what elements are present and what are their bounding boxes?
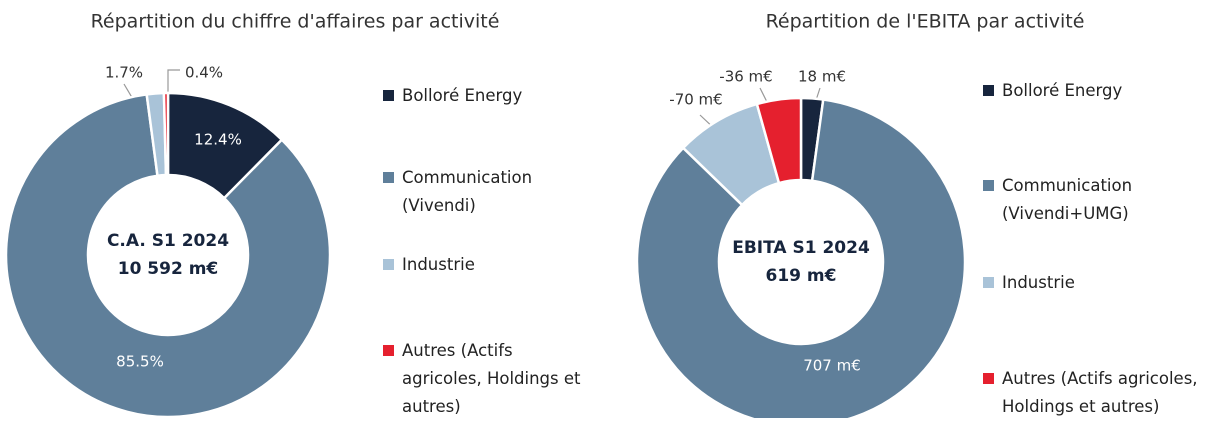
legend-item: Industrie [383,251,583,279]
center-label: 619 m€ [766,266,837,286]
center-label: 10 592 m€ [118,259,219,279]
donut-slice [4,93,332,418]
data-label: 707 m€ [803,357,861,375]
legend-swatch [383,259,394,270]
legend-item: Bolloré Energy [383,82,583,110]
data-label: -36 m€ [719,68,772,86]
center-label: EBITA S1 2024 [732,238,870,258]
legend-swatch [983,277,994,288]
legend-label: Communication (Vivendi+UMG) [1002,176,1133,223]
legend-label: Bolloré Energy [402,86,523,105]
legend-swatch [983,85,994,96]
legend-item: Communication (Vivendi) [383,164,583,220]
legend-label: Autres (Actifs agricoles, Holdings et au… [1002,369,1198,416]
data-label: 12.4% [194,131,242,149]
data-label: 85.5% [116,353,164,371]
legend-item: Autres (Actifs agricoles, Holdings et au… [383,337,583,421]
donut-slice [162,91,170,177]
legend-swatch [383,345,394,356]
chart-title: Répartition du chiffre d'affaires par ac… [91,11,500,33]
legend-item: Bolloré Energy [983,77,1215,105]
legend-swatch [983,180,994,191]
legend-label: Autres (Actifs agricoles, Holdings et au… [402,341,581,416]
data-label: -70 m€ [669,91,722,109]
legend-label: Industrie [402,255,475,274]
legend-label: Bolloré Energy [1002,81,1123,100]
donut-slice [635,98,967,418]
donut-slice [755,96,803,185]
legend-item: Industrie [983,269,1215,297]
legend-label: Communication (Vivendi) [402,168,533,215]
data-label: 0.4% [185,64,223,82]
center-label: C.A. S1 2024 [107,231,229,251]
legend-item: Autres (Actifs agricoles, Holdings et au… [983,365,1215,421]
legend-label: Industrie [1002,273,1075,292]
legend-swatch [983,373,994,384]
legend-swatch [383,90,394,101]
legend-item: Communication (Vivendi+UMG) [983,172,1215,228]
legend-swatch [383,172,394,183]
data-label: 1.7% [105,64,143,82]
data-label: 18 m€ [798,68,846,86]
chart-title: Répartition de l'EBITA par activité [766,11,1085,33]
